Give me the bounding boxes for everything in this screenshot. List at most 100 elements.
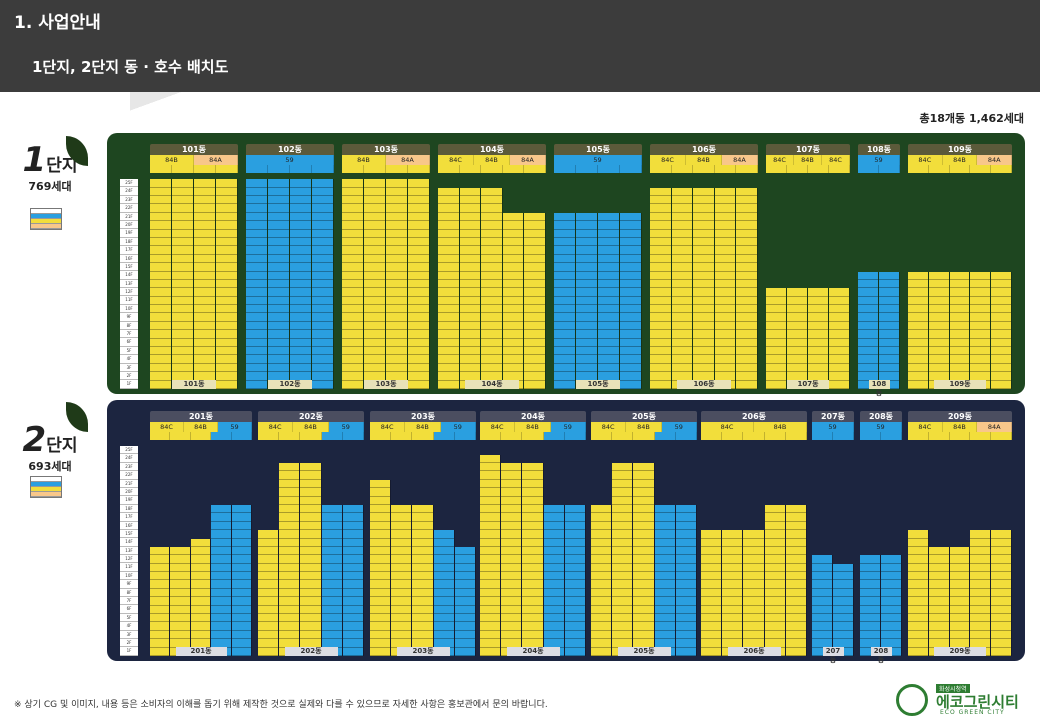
unit-type-label: 84B	[342, 155, 386, 165]
unit-cell	[364, 347, 385, 356]
unit-cell	[216, 254, 237, 264]
unit-cell	[454, 647, 476, 656]
unit-cell	[150, 347, 171, 356]
unit-cell	[722, 614, 743, 623]
unit-cell	[693, 305, 714, 314]
line-numbers	[342, 165, 430, 173]
dong-footer-label: 208동	[870, 647, 892, 664]
unit-cell	[438, 321, 459, 331]
unit-cell	[598, 305, 619, 314]
page-header: 1. 사업안내 1단지, 2단지 동 · 호수 배치도	[0, 0, 1040, 92]
unit-cell	[743, 572, 764, 581]
unit-cell	[502, 347, 524, 356]
unit-cell	[633, 605, 654, 615]
unit-cell	[524, 305, 545, 314]
unit-cell	[194, 347, 215, 356]
unit-cell	[908, 355, 928, 364]
unit-column	[598, 212, 620, 389]
unit-column	[881, 555, 902, 656]
unit-column	[342, 504, 365, 656]
unit-cell	[908, 546, 928, 556]
unit-cell	[522, 471, 543, 480]
unit-cell	[170, 563, 190, 573]
unit-cell	[829, 347, 849, 356]
dong-footer-label: 107동	[787, 380, 829, 389]
unit-cell	[480, 630, 501, 640]
unit-cell	[300, 588, 321, 598]
unit-cell	[766, 288, 786, 297]
unit-cell	[190, 605, 211, 615]
unit-cell	[501, 530, 522, 539]
unit-cell	[928, 279, 949, 289]
unit-cell	[370, 479, 391, 489]
unit-column	[991, 271, 1012, 389]
floor-label: 22F	[120, 471, 138, 480]
unit-cell	[908, 647, 928, 656]
floor-label: 2F	[120, 638, 138, 648]
unit-cell	[216, 212, 237, 222]
unit-cell	[194, 321, 215, 331]
unit-cell	[928, 555, 949, 564]
unit-cell	[290, 305, 311, 314]
unit-cell	[766, 372, 786, 381]
unit-cell	[438, 229, 459, 238]
unit-cell	[438, 355, 459, 364]
unit-cell	[693, 221, 714, 230]
unit-type-label: 84A	[510, 155, 546, 165]
unit-type-label: 84B	[626, 422, 662, 432]
unit-cell	[554, 321, 575, 331]
unit-cell	[949, 271, 970, 280]
unit-cell	[342, 347, 363, 356]
unit-type-label: 59	[860, 422, 902, 432]
unit-cell	[501, 597, 522, 606]
unit-cell	[650, 221, 671, 230]
unit-cell	[522, 546, 543, 556]
unit-cell	[172, 363, 193, 373]
unit-cell	[172, 229, 193, 238]
unit-column	[612, 463, 634, 656]
unit-cell	[231, 622, 252, 631]
unit-cell	[342, 330, 363, 339]
unit-cell	[766, 313, 786, 322]
unit-cell	[258, 530, 279, 539]
unit-cell	[364, 187, 385, 197]
unit-cell	[342, 538, 364, 547]
unit-cell	[290, 279, 311, 289]
unit-cell	[808, 313, 828, 322]
unit-cell	[438, 212, 459, 222]
unit-cell	[612, 504, 633, 514]
unit-cell	[785, 605, 807, 615]
unit-cell	[612, 546, 633, 556]
unit-cell	[370, 588, 391, 598]
unit-cell	[480, 614, 501, 623]
unit-cell	[502, 237, 524, 247]
dong-header-206동: 206동 84C 84B	[701, 411, 808, 440]
unit-cell	[675, 597, 697, 606]
unit-cell	[370, 530, 391, 539]
unit-cell	[620, 338, 641, 348]
unit-column	[908, 271, 929, 389]
unit-cell	[433, 555, 454, 564]
unit-cell	[246, 196, 267, 205]
unit-cell	[991, 605, 1011, 615]
unit-cell	[190, 630, 211, 640]
unit-cell	[633, 580, 654, 589]
unit-cell	[970, 597, 991, 606]
unit-cell	[246, 254, 267, 264]
unit-cell	[991, 563, 1011, 573]
dong-footer-label: 108동	[868, 380, 890, 397]
unit-cell	[211, 597, 231, 606]
unit-cell	[438, 296, 459, 306]
unit-cell	[766, 330, 786, 339]
logo-english-text: ECO GREEN CITY	[940, 709, 1005, 716]
unit-cell	[564, 521, 586, 531]
unit-cell	[194, 296, 215, 306]
unit-cell	[342, 521, 364, 531]
unit-cell	[908, 538, 928, 547]
unit-cell	[928, 305, 949, 314]
unit-cell	[564, 614, 586, 623]
unit-cell	[216, 271, 237, 280]
unit-cell	[290, 338, 311, 348]
unit-cell	[502, 263, 524, 272]
unit-cell	[408, 221, 429, 230]
